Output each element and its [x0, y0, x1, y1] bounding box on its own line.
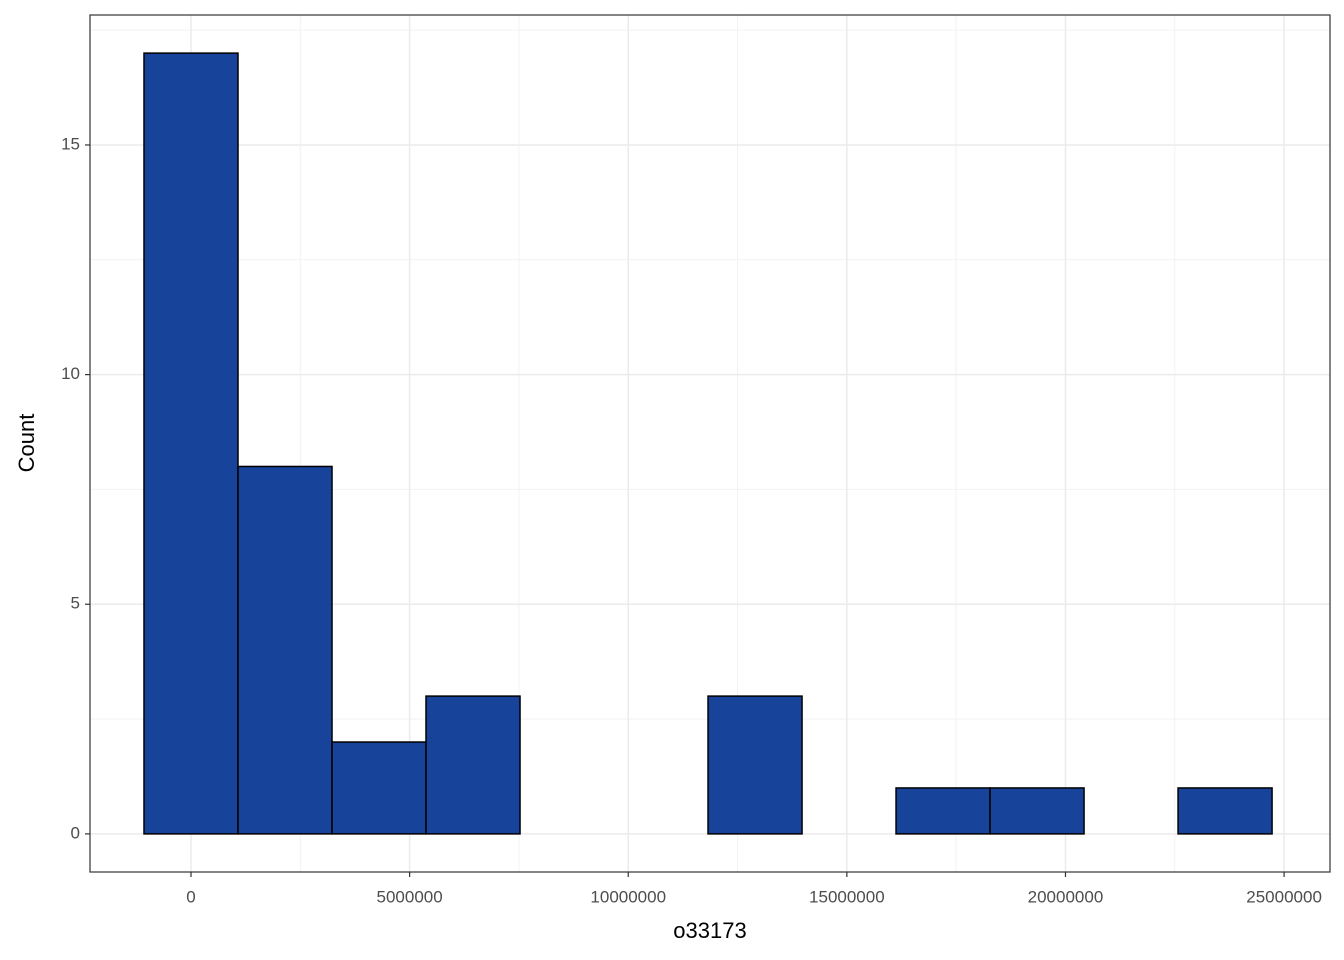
- bar: [331, 741, 427, 835]
- x-tick-label: 0: [186, 887, 195, 906]
- x-tick-label: 15000000: [809, 887, 885, 906]
- bar: [895, 787, 991, 835]
- bar: [989, 787, 1085, 835]
- x-tick-label: 10000000: [590, 887, 666, 906]
- y-tick-label: 10: [61, 364, 80, 383]
- y-tick-label: 5: [71, 594, 80, 613]
- y-tick-label: 15: [61, 134, 80, 153]
- bar: [1177, 787, 1273, 835]
- x-axis-label: o33173: [673, 918, 746, 943]
- x-tick-label: 5000000: [377, 887, 443, 906]
- y-axis-label: Count: [14, 414, 39, 473]
- x-tick-label: 20000000: [1028, 887, 1104, 906]
- panel-border: [89, 14, 1331, 873]
- bar: [237, 465, 333, 835]
- bar: [143, 52, 239, 835]
- x-tick-label: 25000000: [1246, 887, 1322, 906]
- bar: [425, 695, 521, 835]
- y-tick-label: 0: [71, 823, 80, 842]
- bar: [707, 695, 803, 835]
